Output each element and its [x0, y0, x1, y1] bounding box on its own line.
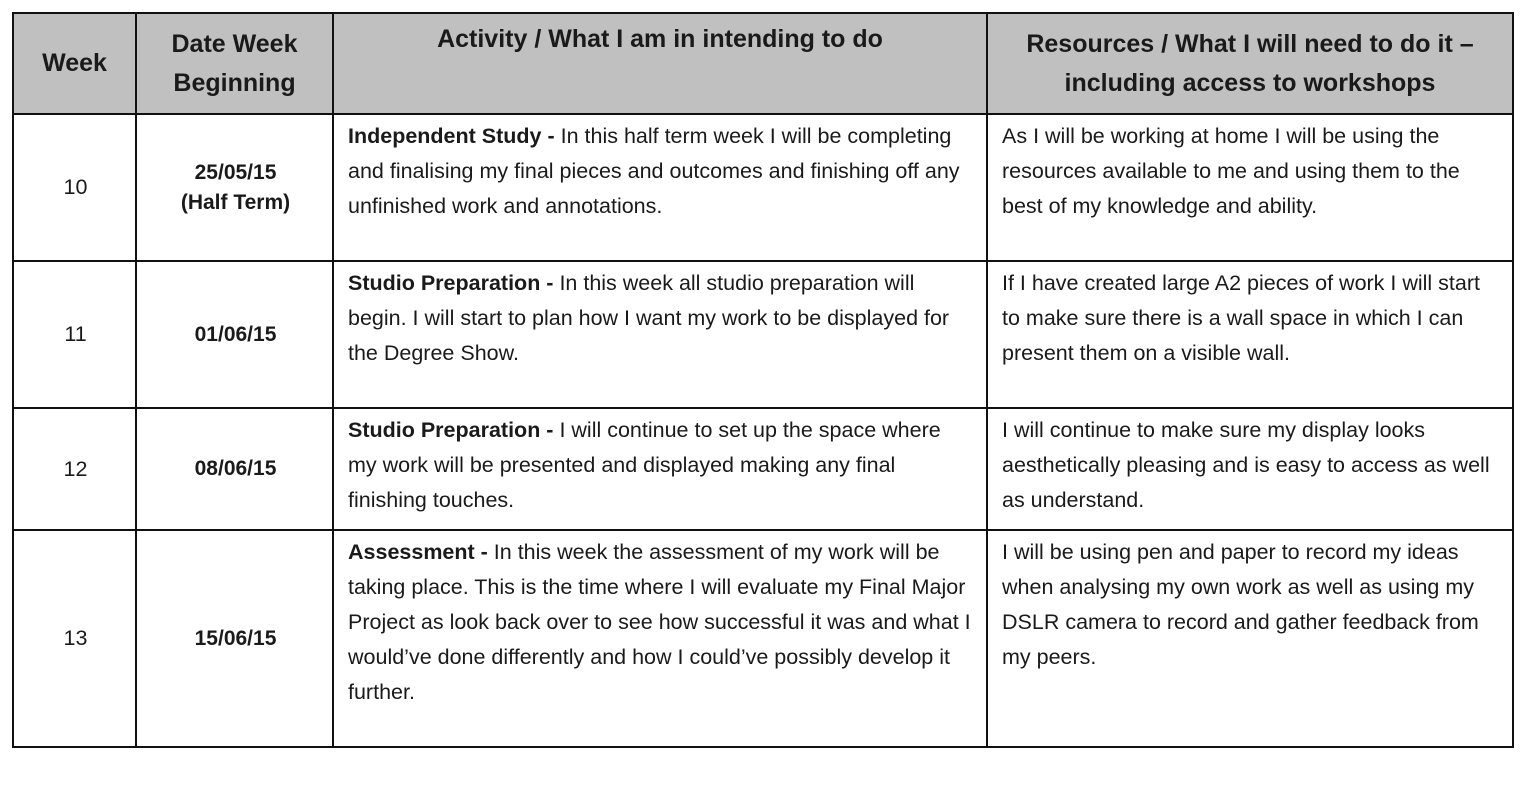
activity-title: Independent Study -: [348, 124, 555, 148]
activity-title: Studio Preparation -: [348, 271, 554, 295]
table-row: 11 01/06/15 Studio Preparation - In this w…: [12, 260, 1514, 409]
date-cell: 01/06/15: [135, 260, 334, 409]
date-cell: 08/06/15: [135, 407, 334, 531]
table-row: 13 15/06/15 Assessment - In this week the …: [12, 529, 1514, 748]
week-cell: 12: [12, 407, 137, 531]
resources-cell: As I will be working at home I will be u…: [986, 113, 1514, 262]
week-cell: 13: [12, 529, 137, 748]
date-cell: 15/06/15: [135, 529, 334, 748]
date-cell: 25/05/15 (Half Term): [135, 113, 334, 262]
date: 15/06/15: [194, 626, 277, 650]
resources-cell: I will continue to make sure my display …: [986, 407, 1514, 531]
activity-cell: Studio Preparation - In this week all st…: [332, 260, 988, 409]
date-note: (Half Term): [180, 190, 291, 214]
resources-cell: I will be using pen and paper to record …: [986, 529, 1514, 748]
header-week: Week: [12, 12, 137, 115]
activity-title: Assessment -: [348, 540, 488, 564]
header-row: Week Date Week Beginning Activity / What…: [12, 12, 1514, 115]
week-cell: 10: [12, 113, 137, 262]
activity-cell: Studio Preparation - I will continue to …: [332, 407, 988, 531]
header-activity: Activity / What I am in intending to do: [332, 12, 988, 115]
date: 08/06/15: [194, 457, 277, 480]
activity-text: In this week the assessment of my work w…: [348, 540, 971, 704]
week-cell: 11: [12, 260, 137, 409]
date: 01/06/15: [194, 322, 277, 346]
activity-text: In this half term week I will be complet…: [348, 124, 960, 218]
table-row: 12 08/06/15 Studio Preparation - I will co…: [12, 407, 1514, 531]
header-resources: Resources / What I will need to do it – …: [986, 12, 1514, 115]
header-date: Date Week Beginning: [135, 12, 334, 115]
activity-title: Studio Preparation -: [348, 418, 554, 442]
activity-cell: Assessment - In this week the assessment…: [332, 529, 988, 748]
resources-cell: If I have created large A2 pieces of wor…: [986, 260, 1514, 409]
activity-text: I will continue to set up the space wher…: [348, 418, 941, 512]
date: 25/05/15: [194, 160, 277, 184]
schedule-table: Week Date Week Beginning Activity / What…: [12, 12, 1514, 748]
activity-text: In this week all studio preparation will…: [348, 271, 950, 365]
table-row: 10 25/05/15 (Half Term) Independent Study -…: [12, 113, 1514, 262]
activity-cell: Independent Study - In this half term we…: [332, 113, 988, 262]
